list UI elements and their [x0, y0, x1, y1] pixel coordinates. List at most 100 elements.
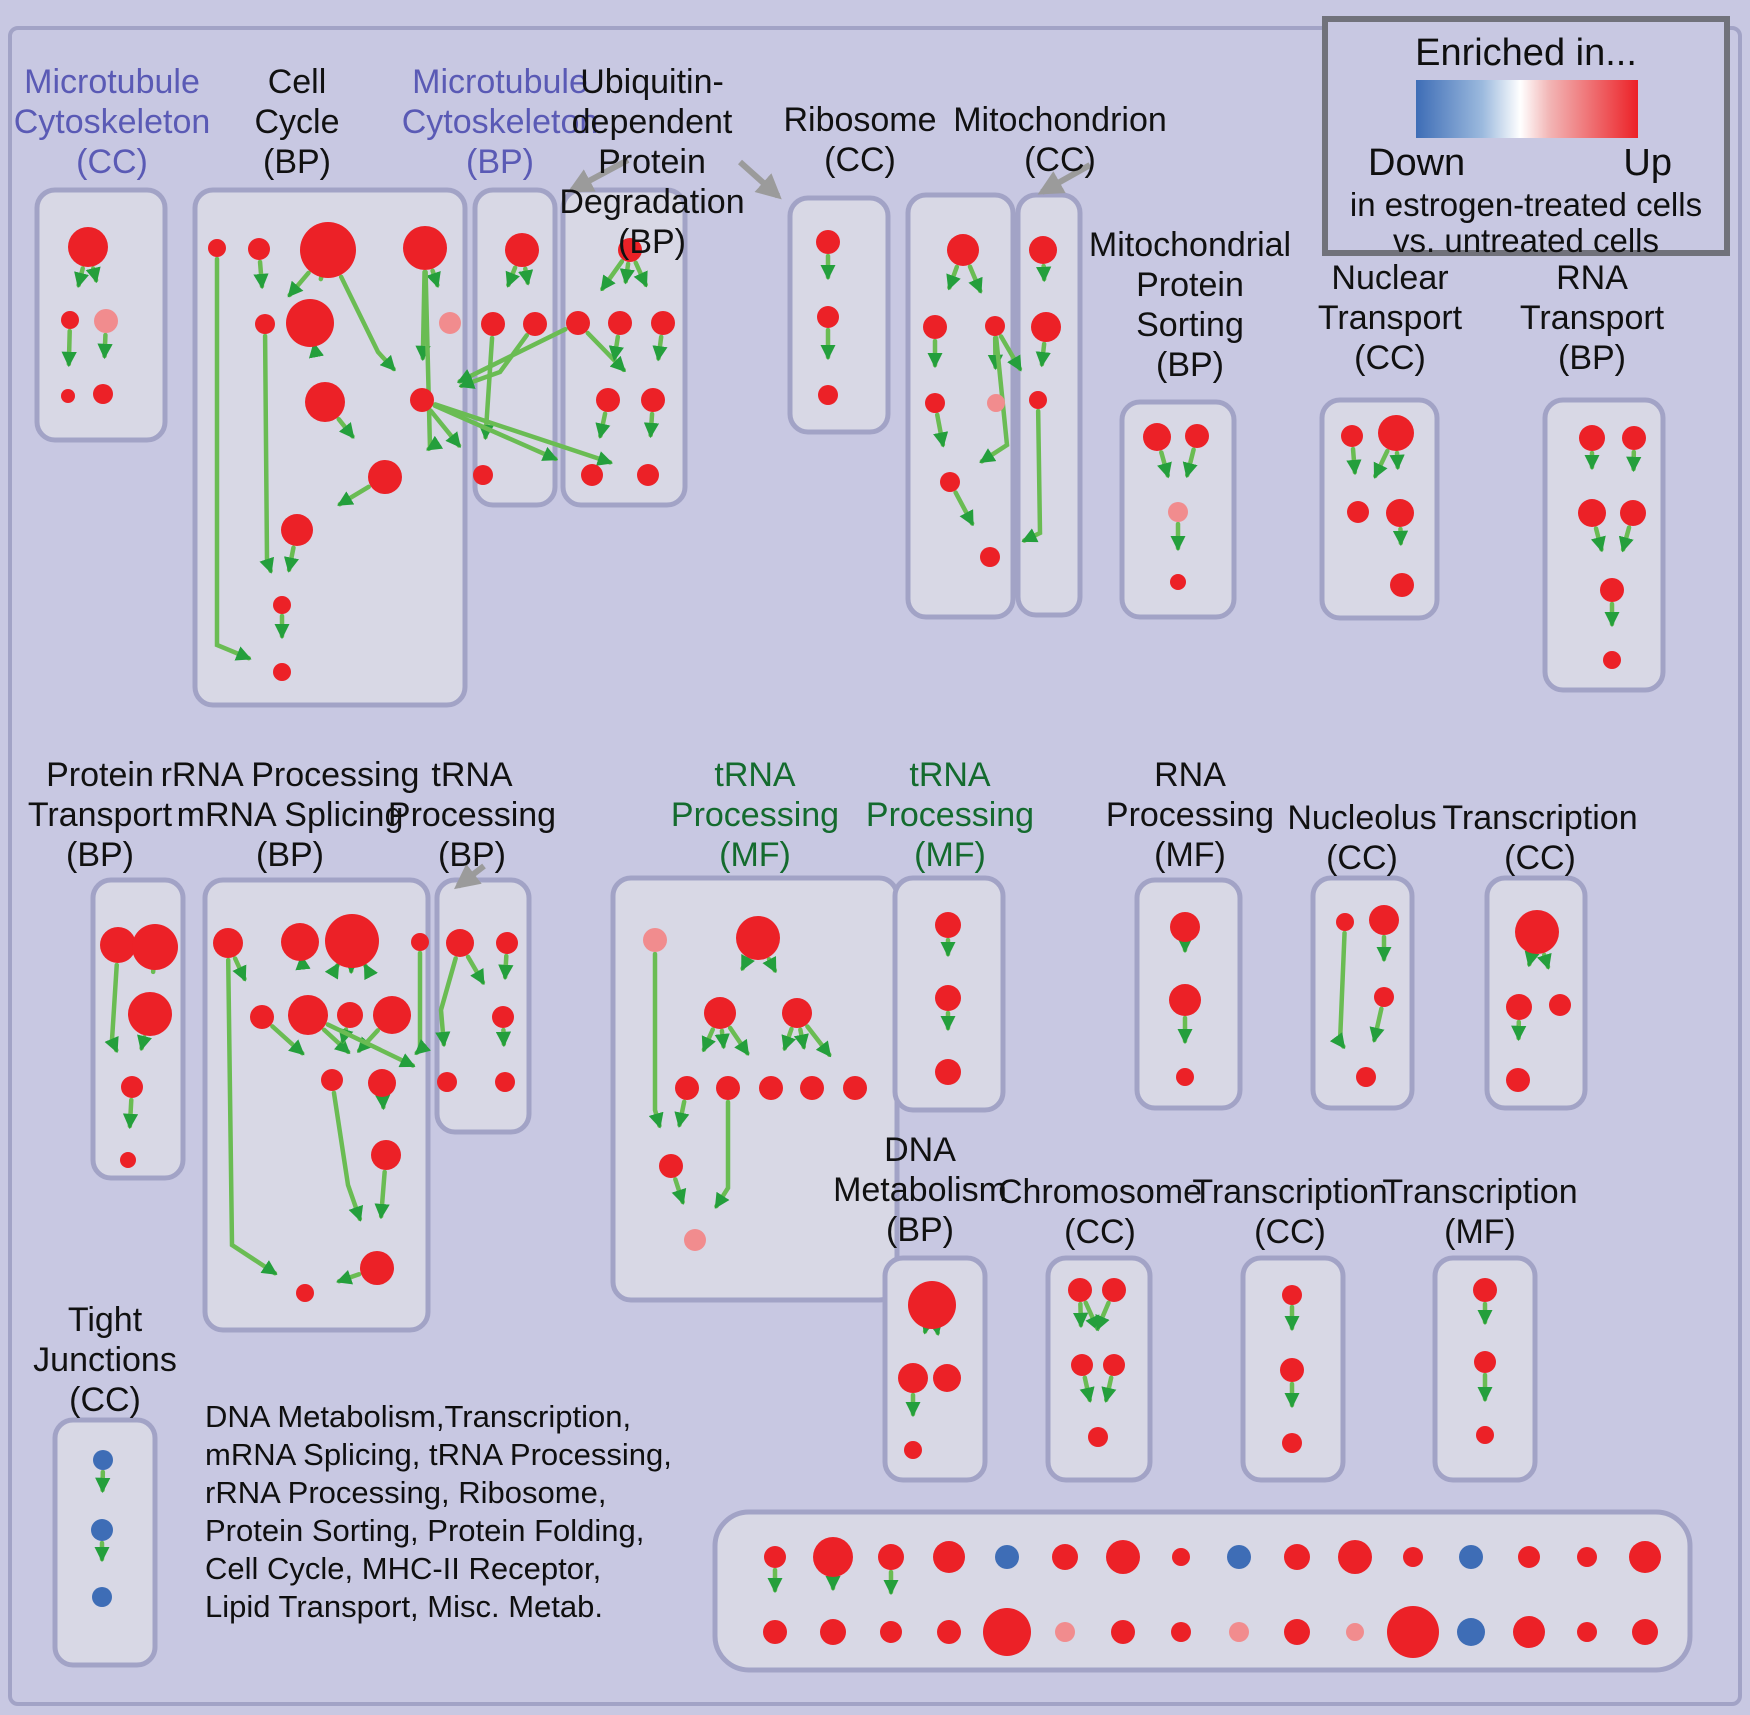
edge-trna-mf-lg-10 — [671, 1177, 687, 1205]
node-cell-cycle-3 — [403, 226, 447, 270]
node-rrna-9 — [368, 1069, 396, 1097]
node-mt-bp-3 — [473, 465, 493, 485]
edge-trna-mf-lg-5 — [781, 1026, 796, 1052]
node-cell-cycle-11 — [273, 596, 291, 614]
edge-cell-cycle-5 — [426, 268, 441, 288]
group-box-ubi-b — [787, 195, 891, 435]
edge-trna-bp-1 — [498, 953, 514, 981]
strip-node-top-15 — [1629, 1541, 1661, 1573]
edge-mito-0 — [1036, 263, 1052, 283]
strip-node-top-6 — [1106, 1540, 1140, 1574]
node-nuc-trans-1 — [1378, 415, 1414, 451]
edge-trna-bp-2 — [435, 956, 458, 1048]
edge-rna-trans-3 — [1618, 525, 1634, 553]
node-trna-bp-3 — [437, 1072, 457, 1092]
edge-chromosome-4 — [1101, 1375, 1117, 1403]
group-label-prot-trans: Protein Transport (BP) — [27, 756, 173, 874]
node-prot-trans-1 — [132, 924, 178, 970]
ubiquitin-pointer-right — [737, 159, 782, 200]
node-rrna-3 — [411, 933, 429, 951]
node-mito-sort-1 — [1185, 424, 1209, 448]
edge-trna-mf-lg-8 — [648, 951, 664, 1129]
group-label-mt-bp: Microtubule Cytoskeleton (BP) — [401, 63, 599, 181]
edge-ribosome-4 — [933, 412, 949, 448]
group-box-rrna — [202, 877, 431, 1333]
edge-trna-mf-lg-11 — [714, 1099, 731, 1209]
group-label-trna-bp: tRNA Processing (BP) — [387, 756, 557, 874]
edge-rrna-0 — [232, 956, 247, 982]
edge-cell-cycle-1 — [253, 259, 269, 290]
strip-node-bottom-2 — [880, 1621, 902, 1643]
node-trna-bp-1 — [496, 932, 518, 954]
node-trans-cc-3 — [1506, 1068, 1530, 1092]
edge-cell-cycle-12 — [283, 545, 299, 573]
edge-nuc-trans-0 — [1346, 446, 1362, 476]
strip-node-top-1 — [813, 1537, 853, 1577]
node-rna-trans-3 — [1620, 500, 1646, 526]
edge-cell-cycle-10 — [259, 333, 275, 574]
node-cell-cycle-6 — [439, 312, 461, 334]
strip-node-top-14 — [1577, 1547, 1597, 1567]
group-box-rna-trans — [1542, 397, 1666, 693]
cross-link-3 — [428, 408, 462, 448]
group-label-tight-junc: Tight Junctions (CC) — [33, 1301, 177, 1419]
edge-prot-trans-0 — [104, 962, 119, 1054]
legend-description-line2: vs. untreated cells — [1393, 222, 1659, 259]
edge-ubi-a-5 — [652, 334, 668, 362]
edge-prot-trans-2 — [137, 1034, 152, 1052]
node-trans-cc-0 — [1515, 910, 1559, 954]
node-cell-cycle-9 — [368, 460, 402, 494]
edge-rrna-9 — [356, 1028, 381, 1053]
strip-node-top-8 — [1227, 1545, 1251, 1569]
legend-up-label: Up — [1623, 142, 1672, 184]
node-rrna-5 — [288, 995, 328, 1035]
cross-link-1 — [432, 403, 559, 462]
edge-prot-trans-3 — [122, 1097, 139, 1130]
node-tight-junc-1 — [91, 1519, 113, 1541]
node-prot-trans-3 — [121, 1076, 143, 1098]
group-label-mito: Mitochondrion (CC) — [953, 101, 1167, 179]
node-ribosome-5 — [940, 472, 960, 492]
node-trna-mf-lg-4 — [675, 1076, 699, 1100]
node-ribosome-1 — [923, 315, 947, 339]
edge-cell-cycle-0 — [214, 256, 252, 661]
legend: Enriched in... Down Up in estrogen-treat… — [1322, 16, 1730, 259]
node-mt-bp-2 — [523, 312, 547, 336]
edge-ubi-a-0 — [600, 259, 625, 292]
node-mito-sort-2 — [1168, 502, 1188, 522]
edge-rrna-11 — [331, 1090, 364, 1222]
node-trans-cc-2 — [1549, 994, 1571, 1016]
node-trna-mf-lg-3 — [782, 998, 812, 1028]
strip-node-bottom-10 — [1346, 1623, 1364, 1641]
nodes-layer — [61, 222, 1661, 1658]
edge-ubi-a-1 — [619, 261, 635, 285]
trna-bp-pointer — [454, 863, 486, 890]
node-rna-trans-5 — [1603, 651, 1621, 669]
node-rrna-2 — [325, 914, 379, 968]
strip-node-bottom-7 — [1171, 1622, 1191, 1642]
strip-node-bottom-15 — [1632, 1619, 1658, 1645]
strip-node-bottom-0 — [763, 1620, 787, 1644]
edge-trna-mf-lg-0 — [740, 954, 755, 972]
node-cell-cycle-2 — [300, 222, 356, 278]
node-rrna-4 — [250, 1005, 274, 1029]
node-mt-cc-4 — [93, 384, 113, 404]
node-cell-cycle-0 — [208, 239, 226, 257]
node-prot-trans-2 — [128, 992, 172, 1036]
strip-node-top-12 — [1459, 1545, 1483, 1569]
group-label-nuc-trans: Nuclear Transport (CC) — [1317, 259, 1463, 377]
node-trans-cc2-1 — [1280, 1358, 1304, 1382]
cross-link-4 — [458, 333, 530, 389]
edge-mt-bp-0 — [505, 265, 520, 288]
group-box-tight-junc — [52, 1417, 158, 1668]
node-trna-mf-lg-1 — [736, 916, 780, 960]
node-cell-cycle-5 — [286, 299, 334, 347]
edge-trna-mf-lg-7 — [805, 1024, 832, 1058]
node-ubi-a-3 — [651, 311, 675, 335]
edge-rrna-6 — [270, 1024, 305, 1056]
strip-node-bottom-8 — [1229, 1622, 1249, 1642]
edge-trna-mf-lg-6 — [793, 1027, 809, 1050]
node-prot-trans-4 — [120, 1152, 136, 1168]
node-chromosome-3 — [1103, 1354, 1125, 1376]
